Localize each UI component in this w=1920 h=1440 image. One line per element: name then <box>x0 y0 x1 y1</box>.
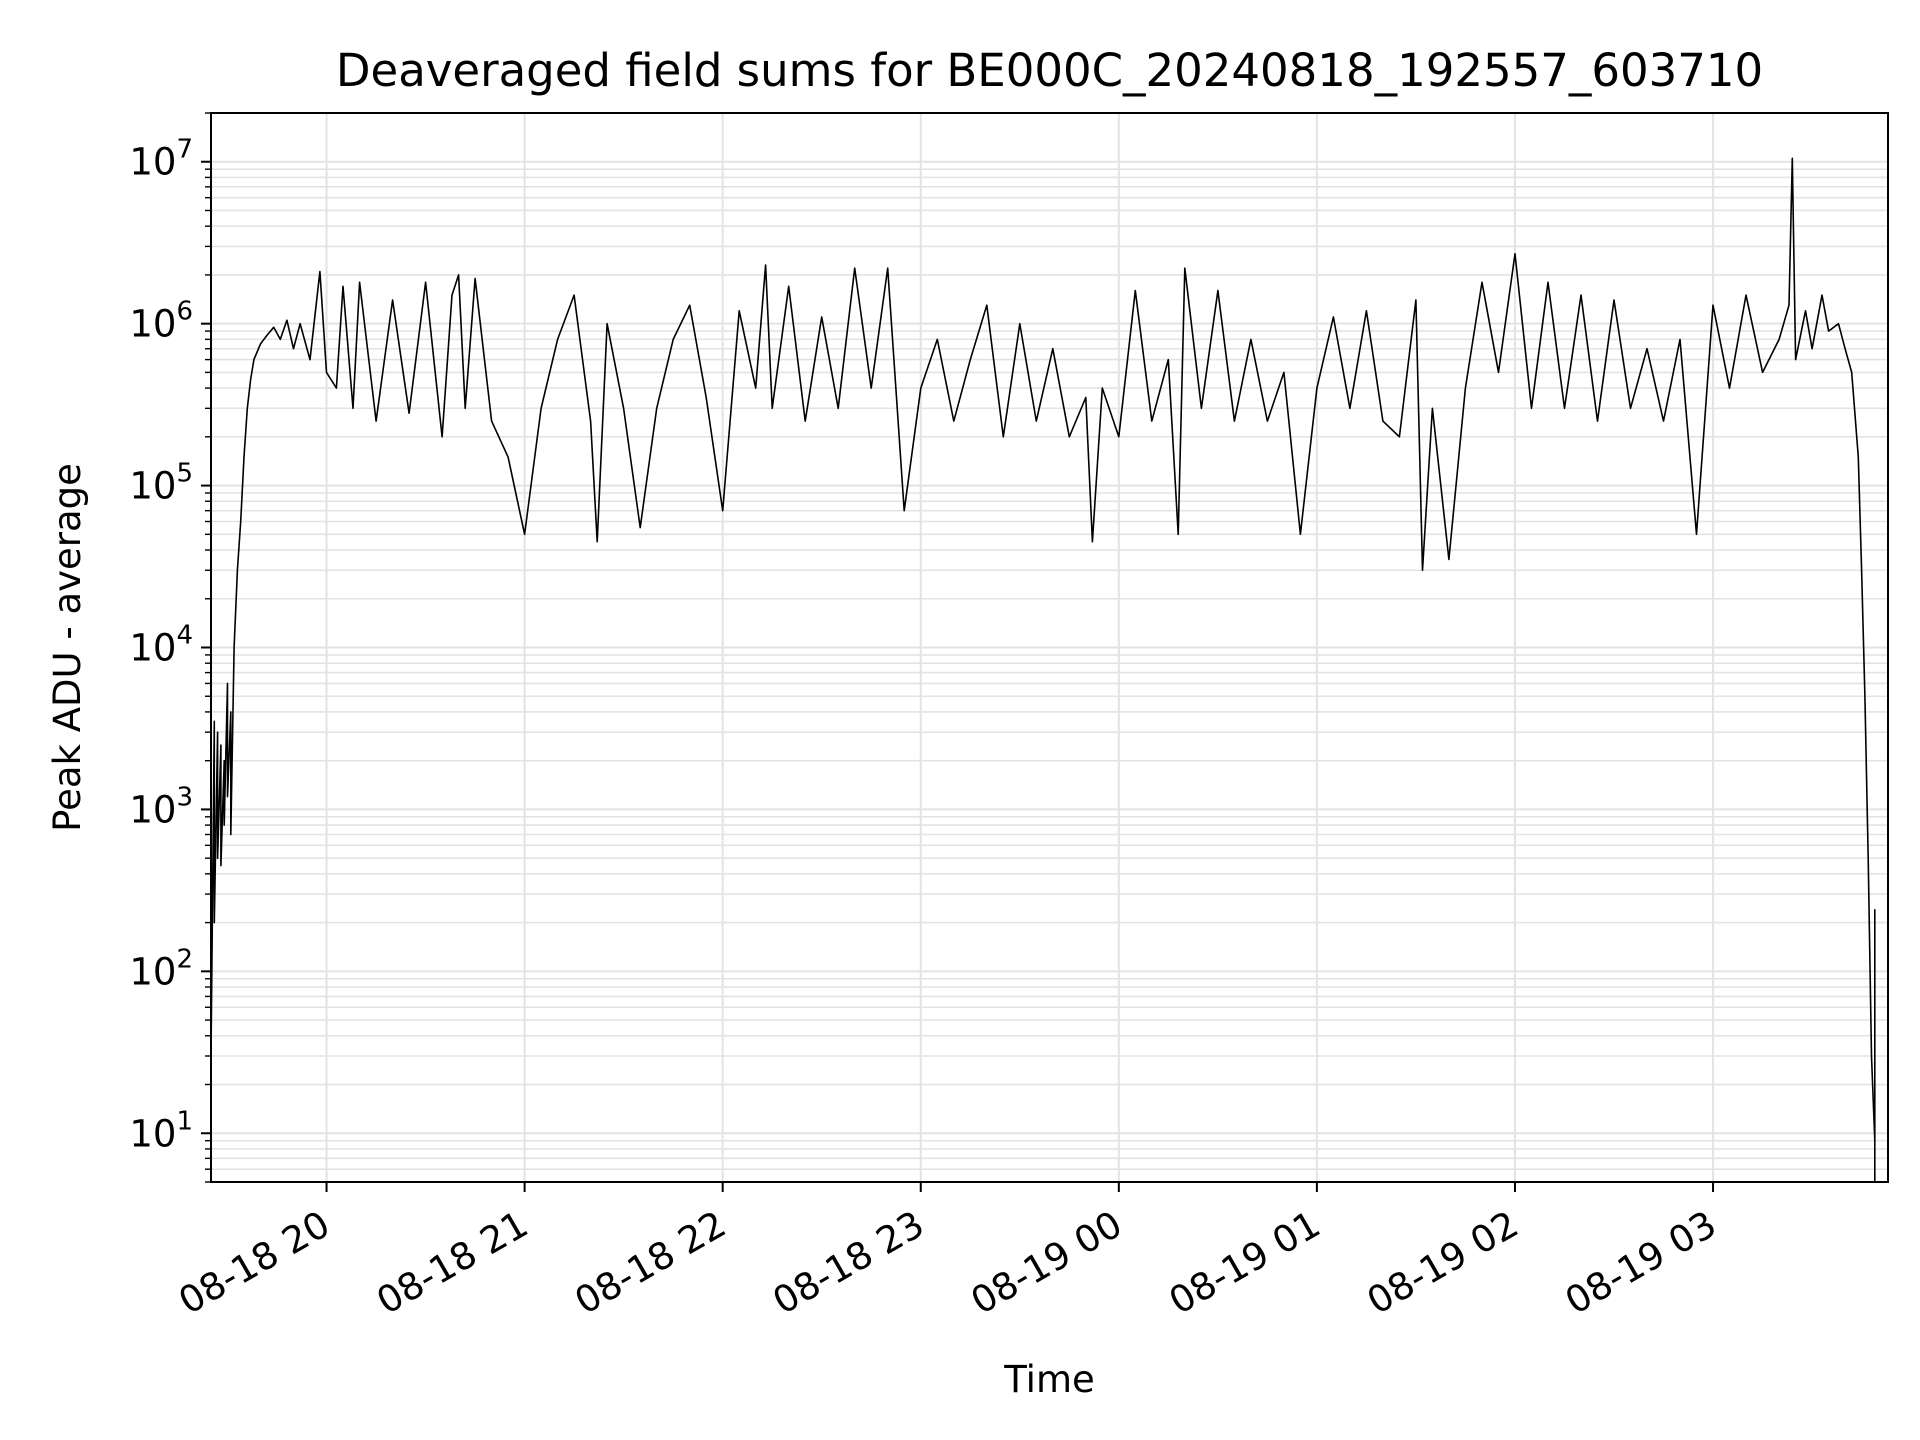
y-tick-label: 105 <box>129 459 193 508</box>
y-tick-label: 102 <box>129 944 193 993</box>
y-tick-label: 103 <box>129 782 193 831</box>
y-tick-label: 104 <box>129 621 193 670</box>
series-line <box>210 157 1876 1182</box>
x-axis-label: Time <box>1003 1358 1095 1401</box>
y-tick-label: 107 <box>129 135 193 184</box>
y-tick-label: 101 <box>129 1106 193 1155</box>
y-axis-label: Peak ADU - average <box>46 463 89 832</box>
series-layer <box>210 157 1876 1182</box>
grid <box>211 112 1888 1183</box>
y-tick-label: 106 <box>129 297 193 346</box>
chart-title: Deaveraged field sums for BE000C_2024081… <box>336 44 1763 97</box>
